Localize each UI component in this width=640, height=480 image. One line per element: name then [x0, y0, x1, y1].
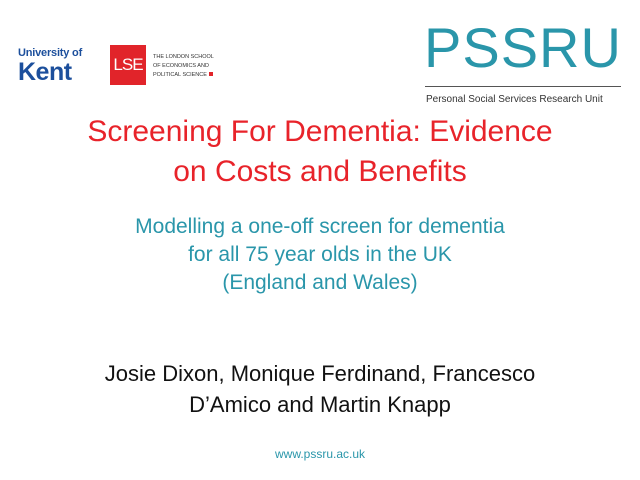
pssru-divider [425, 86, 621, 87]
authors-line: Josie Dixon, Monique Ferdinand, Francesc… [104, 361, 536, 386]
subtitle-line: for all 75 year olds in the UK [188, 243, 452, 266]
lse-line: The London School [153, 54, 214, 60]
lse-logo-text: The London School of Economics and Polit… [153, 53, 214, 80]
lse-logo: LSE [110, 45, 146, 85]
slide-subtitle: Modelling a one-off screen for dementia … [0, 213, 640, 297]
slide-title: Screening For Dementia: Evidence on Cost… [0, 112, 640, 192]
pssru-subtitle: Personal Social Services Research Unit [426, 94, 603, 105]
website-url: www.pssru.ac.uk [274, 447, 366, 461]
lse-square-icon [208, 72, 213, 76]
authors-line: D’Amico and Martin Knapp [189, 392, 451, 417]
subtitle-line: Modelling a one-off screen for dementia [135, 215, 505, 238]
authors: Josie Dixon, Monique Ferdinand, Francesc… [0, 358, 640, 420]
kent-logo-line1: University of [18, 47, 83, 59]
pssru-logo: PSSRU [424, 16, 622, 79]
title-line: on Costs and Benefits [173, 155, 467, 188]
lse-line: of Economics and [153, 63, 209, 69]
title-line: Screening For Dementia: Evidence [87, 115, 553, 148]
kent-logo-line2: Kent [18, 58, 72, 86]
lse-line: Political Science [153, 72, 207, 78]
university-of-kent-logo: University of Kent [18, 48, 82, 85]
lse-mark: LSE [113, 55, 143, 74]
subtitle-line: (England and Wales) [222, 271, 418, 294]
